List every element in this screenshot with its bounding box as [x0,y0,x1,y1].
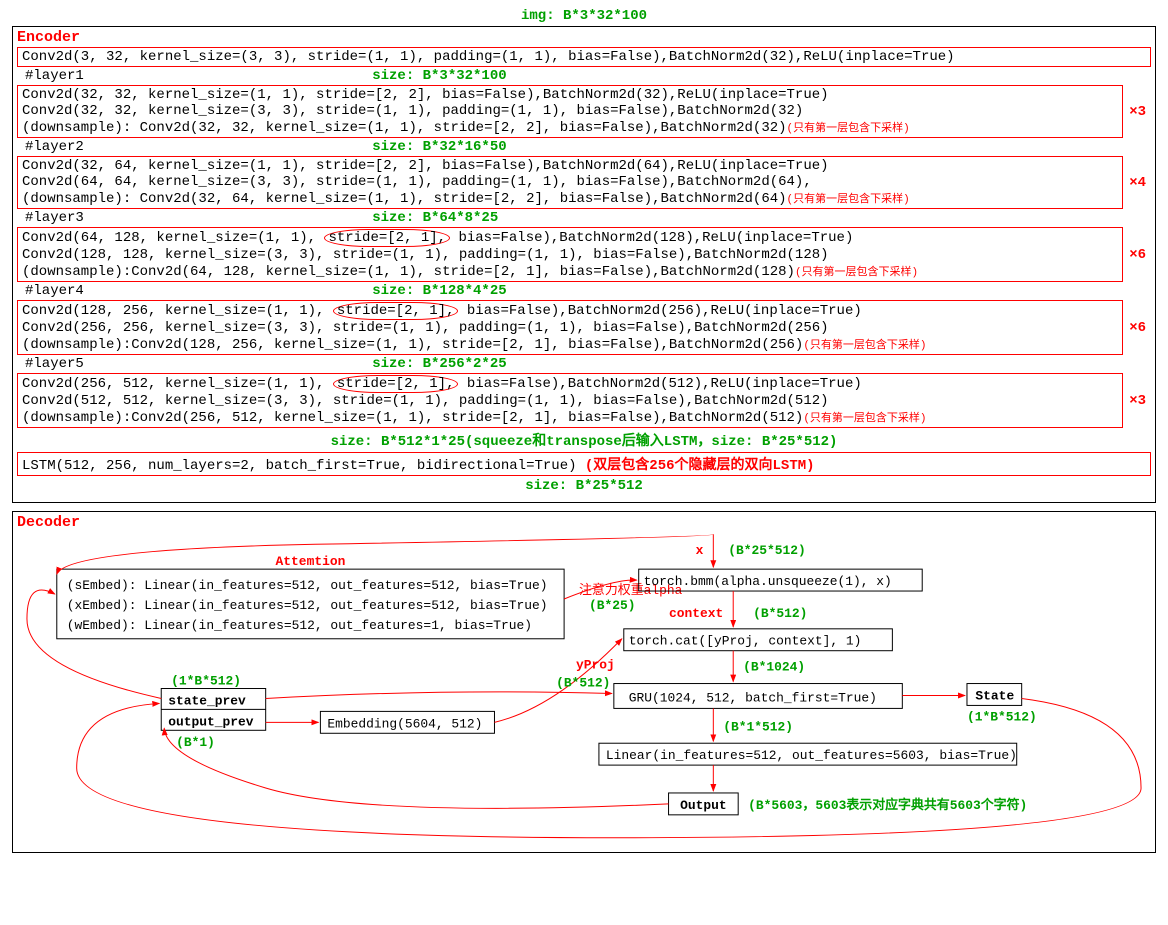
layer3-box: Conv2d(64, 128, kernel_size=(1, 1), stri… [17,227,1123,282]
layer5-mult: ×3 [1129,393,1146,409]
lstm-box: LSTM(512, 256, num_layers=2, batch_first… [17,452,1151,476]
layer4-label: #layer4 size: B*128*4*25 [25,283,1151,299]
encoder-panel: Encoder Conv2d(3, 32, kernel_size=(3, 3)… [12,26,1156,503]
layer1-downsample-note: (只有第一层包含下采样) [787,123,910,135]
cat-text: torch.cat([yProj, context], 1) [629,634,862,649]
decoder-title: Decoder [17,514,1151,531]
layer5-box: Conv2d(256, 512, kernel_size=(1, 1), str… [17,373,1123,428]
layer1-label: #layer1 size: B*3*32*100 [25,68,1151,84]
stem-code: Conv2d(3, 32, kernel_size=(3, 3), stride… [22,49,955,65]
layer2-box: Conv2d(32, 64, kernel_size=(1, 1), strid… [17,156,1123,209]
layer5-stride-circle: stride=[2, 1], [333,375,459,393]
yProj-label: yProj [576,658,615,673]
lstm-out-size: size: B*25*512 [17,478,1151,494]
layer1-in-size: size: B*3*32*100 [372,68,506,84]
layer1-mult: ×3 [1129,104,1146,120]
decoder-svg: Attemtion (sEmbed): Linear(in_features=5… [17,531,1151,851]
x-shape: (B*25*512) [728,543,806,558]
layer4-downsample-note: (只有第一层包含下采样) [803,340,926,352]
state-prev-shape: (1*B*512) [171,674,241,689]
layer3-label: #layer3 size: B*64*8*25 [25,210,1151,226]
context-shape: (B*512) [753,606,807,621]
alpha-shape: (B*25) [589,598,636,613]
layer4-stride-circle: stride=[2, 1], [333,302,459,320]
x-label: x [696,543,704,558]
output-prev-label: output_prev [168,714,254,729]
attn-xEmbed: (xEmbed): Linear(in_features=512, out_fe… [67,598,548,613]
layer3-downsample-note: (只有第一层包含下采样) [795,267,918,279]
layer4-mult: ×6 [1129,320,1146,336]
layer4-in-size: size: B*128*4*25 [372,283,506,299]
output-prev-shape: (B*1) [176,735,215,750]
layer3-stride-circle: stride=[2, 1], [324,229,450,247]
state-prev-label: state_prev [168,693,246,708]
layer3-in-size: size: B*64*8*25 [372,210,498,226]
gru-shape: (B*1*512) [723,719,793,734]
attn-sEmbed: (sEmbed): Linear(in_features=512, out_fe… [67,578,548,593]
layer5-in-size: size: B*256*2*25 [372,356,506,372]
layer2-downsample-note: (只有第一层包含下采样) [787,194,910,206]
layer4-box: Conv2d(128, 256, kernel_size=(1, 1), str… [17,300,1123,355]
embedding-text: Embedding(5604, 512) [327,716,482,731]
state-shape: (1*B*512) [967,709,1037,724]
layer2-in-size: size: B*32*16*50 [372,139,506,155]
layer5-downsample-note: (只有第一层包含下采样) [803,413,926,425]
layer5-label: #layer5 size: B*256*2*25 [25,356,1151,372]
decoder-panel: Decoder Attemtion (sEmbed): Linear(in_fe… [12,511,1156,853]
layer2-mult: ×4 [1129,175,1146,191]
state-text: State [975,688,1014,703]
lstm-note: (双层包含256个隐藏层的双向LSTM) [585,458,815,474]
attention-title: Attemtion [276,554,346,569]
yProj-shape: (B*512) [556,676,610,691]
stem-box: Conv2d(3, 32, kernel_size=(3, 3), stride… [17,47,1151,67]
output-text: Output [680,798,727,813]
linear-text: Linear(in_features=512, out_features=560… [606,748,1017,763]
encoder-title: Encoder [17,29,1151,46]
gru-text: GRU(1024, 512, batch_first=True) [629,690,877,705]
tensor-img: img: B*3*32*100 [12,8,1156,24]
layer2-label: #layer2 size: B*32*16*50 [25,139,1151,155]
layer1-box: Conv2d(32, 32, kernel_size=(1, 1), strid… [17,85,1123,138]
attn-wEmbed: (wEmbed): Linear(in_features=512, out_fe… [67,618,532,633]
output-shape: (B*5603，5603表示对应字典共有5603个字符) [748,797,1027,813]
context-label: context [669,606,723,621]
lstm-in-size: size: B*512*1*25(squeeze和transpose后输入LST… [17,430,1151,450]
cat-shape: (B*1024) [743,660,805,675]
layer3-mult: ×6 [1129,247,1146,263]
bmm-text: torch.bmm(alpha.unsqueeze(1), x) [644,574,892,589]
